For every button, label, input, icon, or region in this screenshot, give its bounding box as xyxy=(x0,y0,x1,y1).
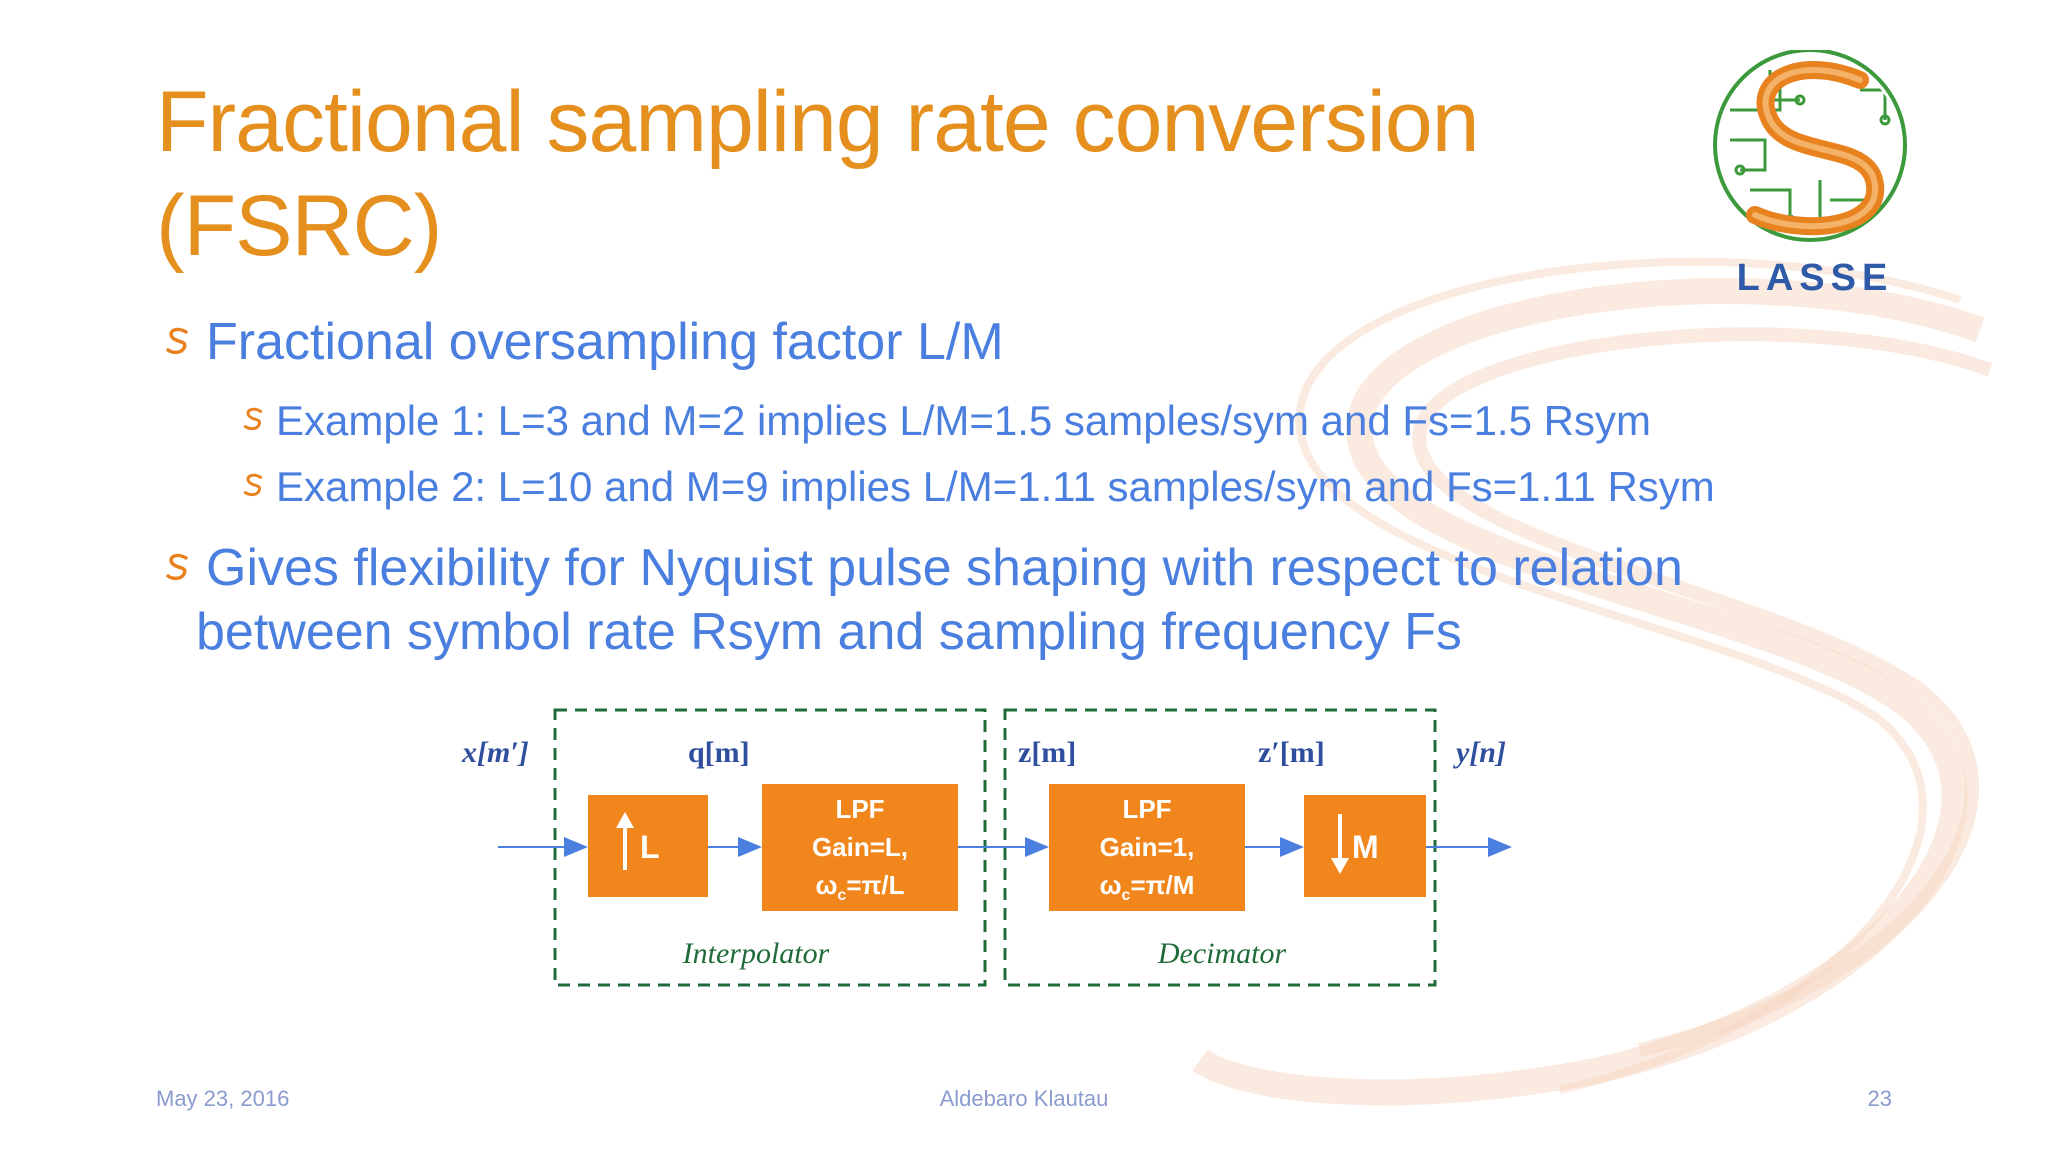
fsrc-block-diagram: L LPF Gain=L, ωc=π/L LPF Gain=1, ωc=π/M … xyxy=(461,708,1512,987)
lasse-logo: LASSE xyxy=(1713,50,1907,299)
lpf1-line2: Gain=L, xyxy=(812,832,908,862)
upsampler-block xyxy=(588,795,708,897)
signal-q-label: q[m] xyxy=(688,736,750,769)
interpolator-label: Interpolator xyxy=(682,937,830,970)
sub-bullet-text: Example 2: L=10 and M=9 implies L/M=1.11… xyxy=(276,463,1715,510)
bullet-text: Gives flexibility for Nyquist pulse shap… xyxy=(206,539,1683,597)
lpf1-line1: LPF xyxy=(835,794,884,824)
bullet-flexibility: Gives flexibility for Nyquist pulse shap… xyxy=(160,536,1980,664)
downsampler-block xyxy=(1304,795,1426,897)
footer-author: Aldebaro Klautau xyxy=(939,1086,1109,1111)
lpf1-line3: ωc=π/L xyxy=(815,870,904,904)
upsampler-label: L xyxy=(640,829,660,865)
bullet-oversampling: Fractional oversampling factor L/M xyxy=(160,310,1980,374)
footer-date: May 23, 2016 xyxy=(156,1086,290,1111)
footer-page-number: 23 xyxy=(1867,1086,1892,1111)
s-bullet-icon xyxy=(243,407,263,431)
signal-z-label: z[m] xyxy=(1018,736,1076,769)
slide-title: Fractional sampling rate conversion (FSR… xyxy=(156,74,1480,274)
bullet-list: Fractional oversampling factor L/M Examp… xyxy=(160,310,1980,682)
sub-bullet-example-1: Example 1: L=3 and M=2 implies L/M=1.5 s… xyxy=(242,392,1980,450)
signal-y-label: y[n] xyxy=(1453,736,1506,769)
lpf2-line3: ωc=π/M xyxy=(1100,870,1195,904)
s-bullet-icon xyxy=(166,553,188,581)
sub-bullet-text: Example 1: L=3 and M=2 implies L/M=1.5 s… xyxy=(276,397,1651,444)
bullet-text-continued: between symbol rate Rsym and sampling fr… xyxy=(196,603,1462,661)
signal-x-label: x[m′] xyxy=(461,736,529,769)
signal-zprime-label: z′[m] xyxy=(1258,736,1325,769)
lpf-interpolator-block xyxy=(762,784,958,911)
lpf-decimator-block xyxy=(1049,784,1245,911)
downsampler-label: M xyxy=(1352,829,1379,865)
sub-bullet-example-2: Example 2: L=10 and M=9 implies L/M=1.11… xyxy=(242,458,1980,516)
lpf2-line1: LPF xyxy=(1122,794,1171,824)
s-bullet-icon xyxy=(243,473,263,497)
bullet-text: Fractional oversampling factor L/M xyxy=(206,313,1004,371)
lpf2-line2: Gain=1, xyxy=(1100,832,1195,862)
logo-text: LASSE xyxy=(1737,257,1894,299)
decimator-label: Decimator xyxy=(1157,937,1287,970)
s-bullet-icon xyxy=(166,327,188,355)
